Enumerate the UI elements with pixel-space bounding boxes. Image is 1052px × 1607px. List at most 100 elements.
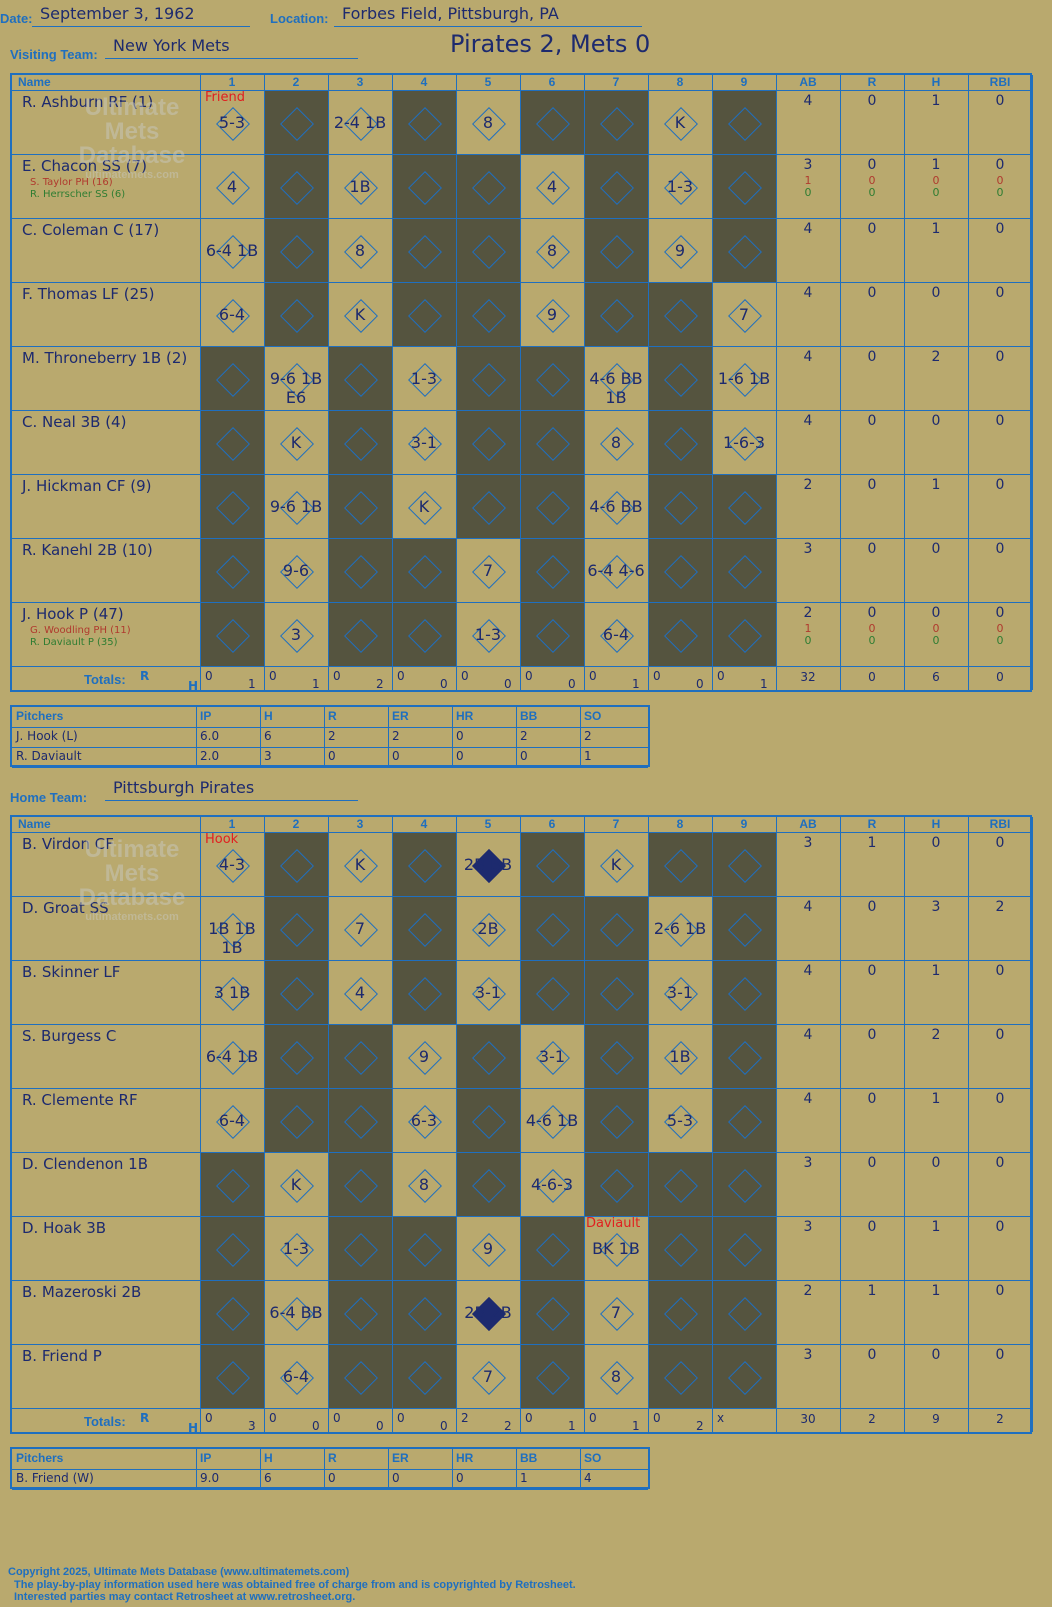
inning-cell	[520, 897, 584, 961]
pitching-stat: 6	[264, 729, 272, 743]
column-divider	[264, 817, 265, 1432]
inning-cell	[584, 961, 648, 1025]
pitching-header: IP	[200, 1451, 212, 1465]
inning-cell	[712, 1345, 776, 1409]
watermark-text: Database	[78, 884, 186, 911]
inning-header-6: 6	[548, 817, 556, 831]
totals-runs-key: R	[140, 1411, 150, 1425]
stat-header-ab: AB	[799, 817, 817, 831]
inning-cell	[584, 1025, 648, 1089]
play-notation: 2-6 1B	[653, 919, 707, 938]
row-divider	[12, 1408, 1030, 1409]
player-stat-h: 1	[931, 221, 941, 237]
stat-total-r: 2	[868, 1412, 876, 1426]
row-divider	[12, 1152, 1030, 1153]
inning-cell	[584, 219, 648, 283]
inning-cell	[456, 1153, 520, 1217]
column-divider	[580, 707, 581, 765]
play-notation: 5-3	[666, 1111, 694, 1130]
inning-cell	[328, 475, 392, 539]
column-divider	[712, 75, 713, 690]
stat-header-r: R	[867, 817, 877, 831]
inning-runs-total: 0	[397, 669, 405, 683]
inning-cell	[648, 1153, 712, 1217]
player-stat-ab: 4	[803, 1027, 813, 1043]
inning-runs-total: 0	[269, 1411, 277, 1425]
home-column-header-row: Name 1 2 3 4 5 6 7 8 9 AB R H RBI	[12, 817, 1030, 833]
player-stat-r: 0	[867, 541, 877, 557]
inning-cell	[520, 539, 584, 603]
column-divider	[388, 1449, 389, 1487]
watermark-text: ultimatemets.com	[85, 169, 179, 181]
inning-runs-total: 0	[589, 669, 597, 683]
player-stat-r: 0	[867, 963, 877, 979]
player-stat-r: 1	[867, 835, 877, 851]
player-name: B. Skinner LF	[22, 963, 121, 981]
inning-runs-total: 0	[525, 669, 533, 683]
player-stat-h: 1	[931, 1219, 941, 1235]
column-divider	[840, 817, 841, 1432]
player-stat-ab: 2	[803, 477, 813, 493]
column-divider	[516, 707, 517, 765]
inning-cell	[200, 539, 264, 603]
row-divider	[12, 602, 1030, 603]
inning-cell	[392, 1281, 456, 1345]
inning-cell	[456, 219, 520, 283]
retrosheet-line: The play-by-play information used here w…	[14, 1579, 576, 1591]
column-divider	[260, 707, 261, 765]
inning-header-5: 5	[484, 75, 492, 89]
play-notation: 6-3	[410, 1111, 438, 1130]
play-notation: 4	[354, 983, 366, 1002]
player-name: D. Groat SS	[22, 899, 109, 917]
location-value: Forbes Field, Pittsburgh, PA	[334, 4, 642, 27]
inning-runs-total: 0	[333, 669, 341, 683]
play-notation: 9	[546, 305, 558, 324]
row-divider	[12, 960, 1030, 961]
player-stat-rbi: 0	[995, 1091, 1005, 1107]
pitching-header: ER	[392, 1451, 409, 1465]
player-stat-rbi: 2	[995, 899, 1005, 915]
inning-cell	[584, 283, 648, 347]
play-notation: 4-6-3	[530, 1175, 574, 1194]
pitching-stat: 3	[264, 749, 272, 763]
substitute-stat: 0	[804, 186, 812, 199]
inning-cell	[712, 961, 776, 1025]
player-stat-rbi: 0	[995, 835, 1005, 851]
player-stat-ab: 4	[803, 899, 813, 915]
column-divider	[452, 707, 453, 765]
name-column-header: Name	[18, 817, 51, 831]
player-stat-r: 1	[867, 1283, 877, 1299]
player-stat-h: 0	[931, 285, 941, 301]
play-notation: 1B	[669, 1047, 691, 1066]
play-notation: 7	[482, 561, 494, 580]
play-notation: K	[290, 433, 302, 452]
play-notation: 9-6 1B E6	[269, 369, 323, 407]
player-stat-ab: 3	[803, 157, 813, 173]
pitcher-name: R. Daviault	[16, 749, 82, 763]
player-stat-h: 1	[931, 1283, 941, 1299]
inning-cell	[200, 411, 264, 475]
player-stat-r: 0	[867, 221, 877, 237]
inning-cell	[264, 283, 328, 347]
play-notation: 4	[226, 177, 238, 196]
inning-cell	[712, 539, 776, 603]
player-stat-rbi: 0	[995, 541, 1005, 557]
substitute-stat: 0	[868, 622, 876, 635]
totals-label: Totals:	[84, 1414, 126, 1429]
totals-runs-key: R	[140, 669, 150, 683]
substitute-stat: 0	[804, 634, 812, 647]
inning-runs-total: 2	[461, 1411, 469, 1425]
player-name: E. Chacon SS (7)	[22, 157, 147, 175]
column-divider	[196, 1449, 197, 1487]
substitute-stat: 0	[868, 186, 876, 199]
pitcher-name: J. Hook (L)	[16, 729, 78, 743]
player-stat-rbi: 0	[995, 605, 1005, 621]
player-stat-ab: 2	[803, 1283, 813, 1299]
column-divider	[452, 1449, 453, 1487]
inning-hits-total: 1	[632, 677, 640, 691]
inning-cell	[392, 961, 456, 1025]
player-stat-r: 0	[867, 157, 877, 173]
substitute-stat: 0	[996, 622, 1004, 635]
pitching-stat: 0	[328, 749, 336, 763]
player-stat-ab: 4	[803, 221, 813, 237]
